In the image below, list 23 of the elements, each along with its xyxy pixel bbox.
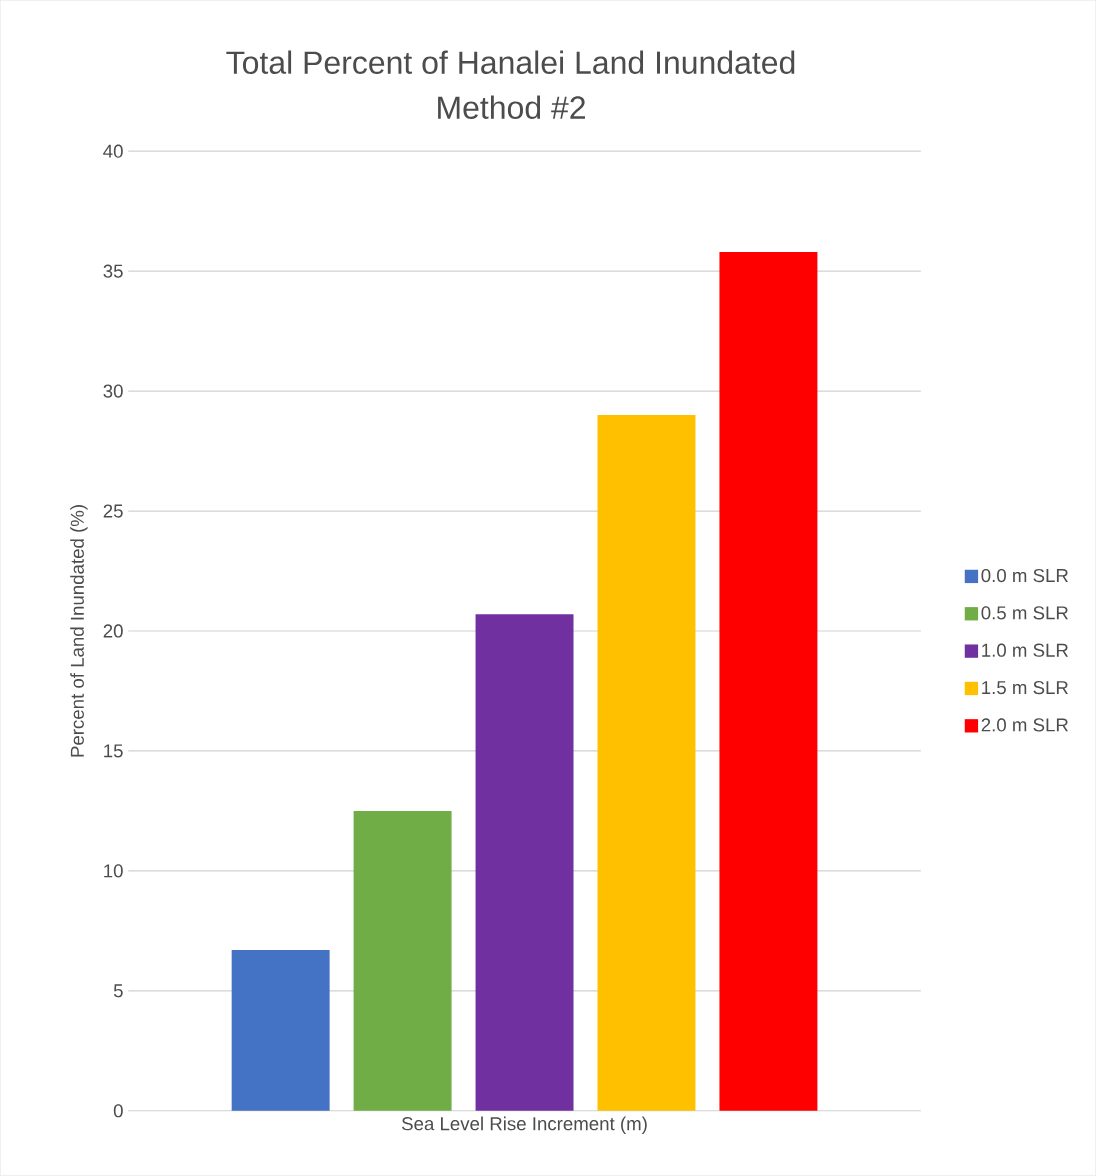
bar <box>597 415 696 1111</box>
legend-label: 0.0 m SLR <box>981 568 1068 583</box>
y-tick-label: 30 <box>103 384 123 398</box>
legend-label: 1.0 m SLR <box>982 643 1068 657</box>
y-tick-label: 0 <box>113 1104 123 1118</box>
legend-label: 1.5 m SLR <box>982 680 1068 695</box>
bar <box>475 614 574 1111</box>
y-tick-label: 35 <box>103 264 123 278</box>
y-tick-label: 20 <box>103 624 123 638</box>
bar <box>719 251 818 1111</box>
chart-subtitle: Method #2 <box>438 95 585 119</box>
chart-title: Total Percent of Hanalei Land Inundated <box>226 50 795 74</box>
x-axis-title: Sea Level Rise Increment (m) <box>401 1116 647 1135</box>
bar <box>231 950 330 1111</box>
y-axis-title: Percent of Land Inundated (%) <box>70 505 88 757</box>
y-tick-label: 15 <box>104 744 123 758</box>
y-tick-label: 5 <box>113 984 123 998</box>
y-tick-label: 40 <box>103 144 123 158</box>
legend-label: 2.0 m SLR <box>981 718 1068 732</box>
legend-label: 0.5 m SLR <box>981 606 1068 620</box>
y-tick-label: 25 <box>103 504 123 518</box>
y-tick-label: 10 <box>104 864 123 878</box>
bar <box>353 810 452 1111</box>
